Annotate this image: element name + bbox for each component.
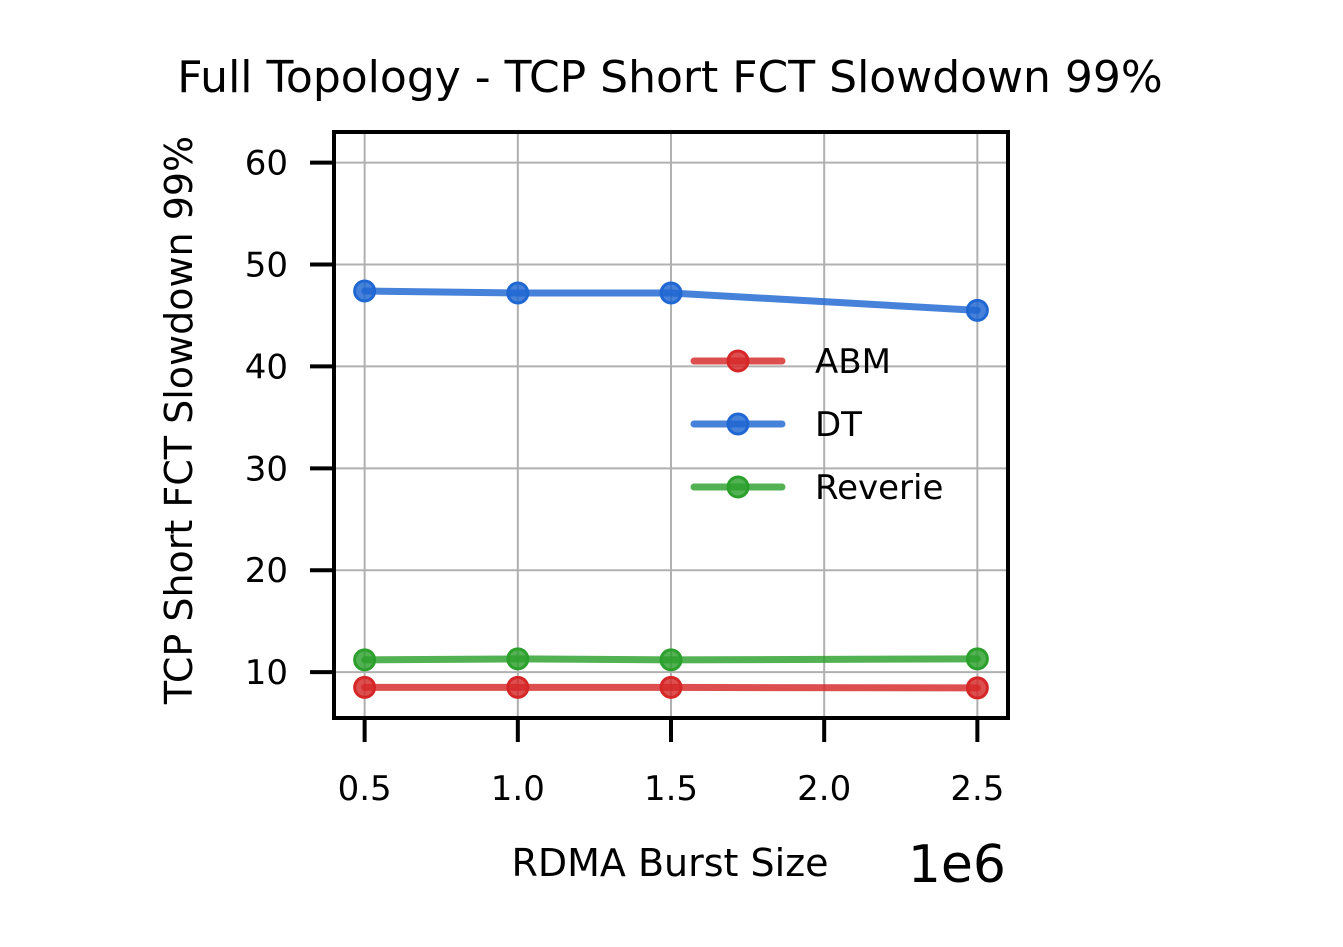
- series-line-dt: [361, 287, 981, 314]
- data-point-abm: [659, 675, 683, 699]
- legend-label-abm: ABM: [815, 342, 891, 382]
- x-tick-label: 0.5: [338, 769, 392, 809]
- data-point-dt: [353, 279, 377, 303]
- y-tick-label: 60: [245, 144, 288, 184]
- legend-marker-abm: [726, 349, 750, 373]
- data-point-dt: [659, 281, 683, 305]
- data-point-abm: [353, 675, 377, 699]
- data-point-reverie: [506, 647, 530, 671]
- legend-marker-dt: [726, 412, 750, 436]
- plot-frame: [332, 130, 1010, 720]
- x-tick-label: 2.5: [950, 769, 1004, 809]
- data-point-reverie: [353, 648, 377, 672]
- legend-label-reverie: Reverie: [815, 468, 943, 508]
- data-point-abm: [506, 675, 530, 699]
- axes: 0.5 1.0 1.5 2.0 2.5 10 20 30 40 50 60: [245, 144, 1005, 809]
- data-point-reverie: [965, 647, 989, 671]
- x-tick-label: 1.0: [491, 769, 545, 809]
- y-tick-label: 40: [245, 347, 288, 387]
- data-point-dt: [965, 298, 989, 322]
- y-tick-label: 50: [245, 245, 288, 285]
- y-tick-label: 30: [245, 449, 288, 489]
- series-line-abm: [361, 683, 981, 692]
- x-tick-label: 1.5: [644, 769, 698, 809]
- data-point-dt: [506, 281, 530, 305]
- data-point-reverie: [659, 648, 683, 672]
- grid: [334, 132, 1008, 718]
- x-tick-label: 2.0: [797, 769, 851, 809]
- chart-title: Full Topology - TCP Short FCT Slowdown 9…: [177, 52, 1162, 103]
- data-point-abm: [965, 676, 989, 700]
- series-group: [353, 279, 989, 700]
- legend-label-dt: DT: [815, 405, 862, 445]
- y-tick-label: 20: [245, 551, 288, 591]
- x-axis-offset-label: 1e6: [908, 835, 1006, 895]
- series-line-reverie: [361, 655, 981, 664]
- x-axis-label: RDMA Burst Size: [511, 841, 828, 885]
- legend: ABM DT Reverie: [690, 342, 943, 508]
- y-axis-label: TCP Short FCT Slowdown 99%: [157, 136, 201, 705]
- y-tick-label: 10: [245, 653, 288, 693]
- legend-marker-reverie: [726, 475, 750, 499]
